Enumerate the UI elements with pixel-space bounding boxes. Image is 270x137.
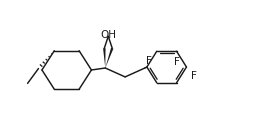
- Polygon shape: [103, 48, 106, 68]
- Polygon shape: [105, 48, 113, 68]
- Text: F: F: [191, 71, 197, 81]
- Text: F: F: [174, 57, 180, 67]
- Text: OH: OH: [100, 30, 116, 40]
- Text: F: F: [146, 56, 152, 66]
